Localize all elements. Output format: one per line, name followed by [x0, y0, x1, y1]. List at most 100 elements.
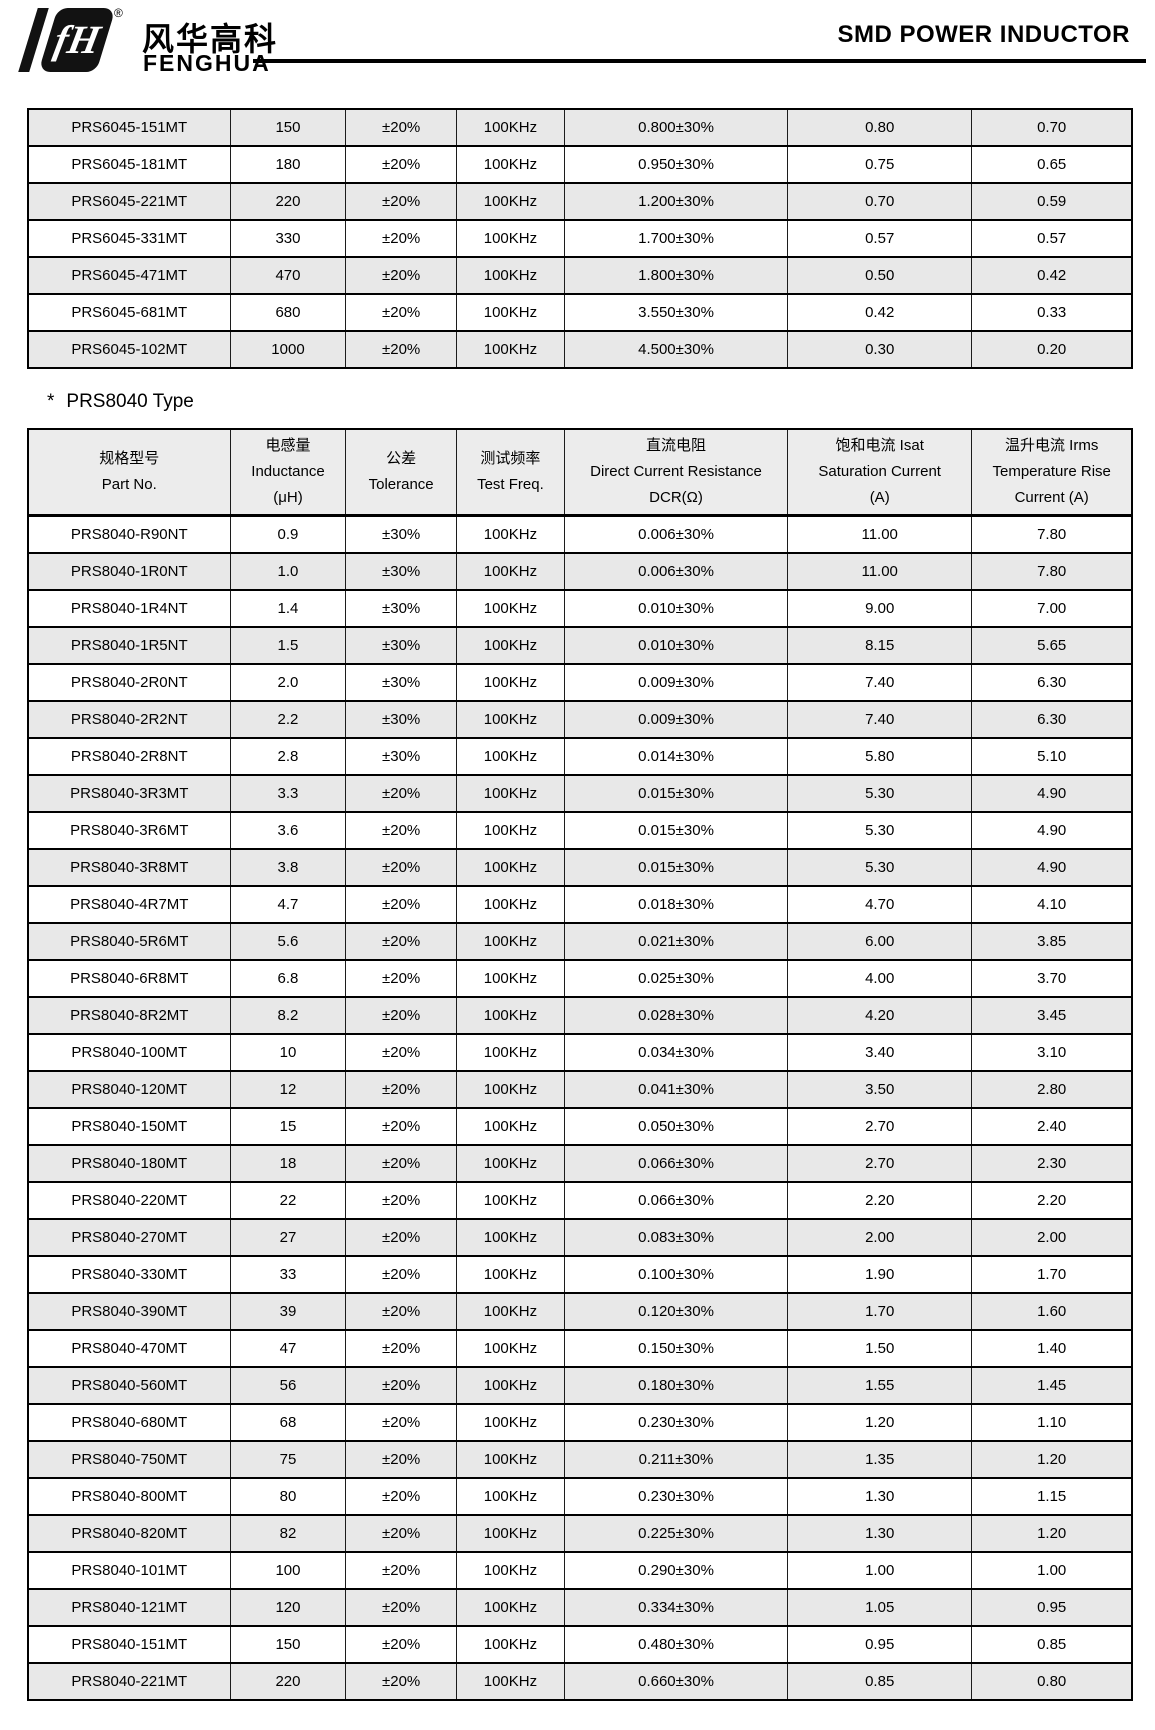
- table-cell: ±20%: [345, 1625, 457, 1664]
- table-cell: 2.30: [971, 1144, 1133, 1183]
- table-cell: ±30%: [345, 700, 457, 739]
- table-cell: 100KHz: [455, 1329, 566, 1368]
- table-cell: 3.550±30%: [564, 293, 789, 332]
- table-cell: 5.6: [229, 922, 347, 961]
- column-header-temperature-rise-current: 温升电流 Irms Temperature Rise Current (A): [971, 428, 1133, 517]
- table-cell: 1000: [229, 330, 347, 369]
- table-cell: 6.30: [971, 700, 1133, 739]
- table-cell: 1.40: [971, 1329, 1133, 1368]
- table-cell: PRS8040-560MT: [27, 1366, 231, 1405]
- table-cell: 100KHz: [455, 996, 566, 1035]
- table-cell: ±20%: [345, 1255, 457, 1294]
- column-header-test-freq: 测试频率 Test Freq.: [455, 428, 566, 517]
- table-row: PRS8040-150MT 15 ±20% 100KHz 0.050±30% 2.70 2.…: [27, 1107, 1133, 1146]
- table-row: PRS6045-102MT 1000 ±20% 100KHz 4.500±30% 0.30…: [27, 330, 1133, 369]
- table-cell: 0.85: [787, 1662, 973, 1701]
- table-cell: 100KHz: [455, 885, 566, 924]
- table-cell: 1.30: [787, 1477, 973, 1516]
- table-cell: ±20%: [345, 1403, 457, 1442]
- table-cell: 7.40: [787, 700, 973, 739]
- table-cell: 4.00: [787, 959, 973, 998]
- table-cell: ±30%: [345, 552, 457, 591]
- table-cell: 2.0: [229, 663, 347, 702]
- table-cell: 1.20: [971, 1440, 1133, 1479]
- table-cell: 0.009±30%: [564, 663, 789, 702]
- table-cell: 1.30: [787, 1514, 973, 1553]
- table-cell: ±20%: [345, 959, 457, 998]
- table-cell: 0.018±30%: [564, 885, 789, 924]
- fenghua-logo: fH ® 风华高科 FENGHUA: [18, 6, 276, 76]
- table-cell: 100KHz: [455, 663, 566, 702]
- table-cell: 0.014±30%: [564, 737, 789, 776]
- page-content: PRS6045-151MT 150 ±20% 100KHz 0.800±30% 0.80 0…: [0, 108, 1155, 1701]
- table-cell: 1.05: [787, 1588, 973, 1627]
- table-cell: 3.10: [971, 1033, 1133, 1072]
- section-asterisk: *: [47, 391, 55, 412]
- table-cell: PRS6045-471MT: [27, 256, 231, 295]
- table-row: PRS8040-820MT 82 ±20% 100KHz 0.225±30% 1.30 1.…: [27, 1514, 1133, 1553]
- table-cell: 0.230±30%: [564, 1403, 789, 1442]
- prs8040-table-body: PRS8040-R90NT 0.9 ±30% 100KHz 0.006±30% 11.00…: [27, 514, 1133, 1701]
- prs8040-table-header: 规格型号 Part No. 电感量 Inductance (μH) 公差 Tol…: [27, 428, 1133, 517]
- table-cell: 2.8: [229, 737, 347, 776]
- table-row: PRS8040-R90NT 0.9 ±30% 100KHz 0.006±30% 11.00…: [27, 514, 1133, 554]
- table-cell: 330: [229, 219, 347, 258]
- table-row: PRS8040-101MT 100 ±20% 100KHz 0.290±30% 1.00 1…: [27, 1551, 1133, 1590]
- table-row: PRS6045-151MT 150 ±20% 100KHz 0.800±30% 0.80 0…: [27, 108, 1133, 147]
- table-cell: PRS6045-681MT: [27, 293, 231, 332]
- table-cell: 150: [229, 1625, 347, 1664]
- table-cell: 1.0: [229, 552, 347, 591]
- table-cell: 82: [229, 1514, 347, 1553]
- table-cell: 0.180±30%: [564, 1366, 789, 1405]
- table-cell: 0.290±30%: [564, 1551, 789, 1590]
- table-cell: 75: [229, 1440, 347, 1479]
- table-cell: 3.6: [229, 811, 347, 850]
- table-cell: 22: [229, 1181, 347, 1220]
- table-cell: PRS8040-121MT: [27, 1588, 231, 1627]
- table-cell: 2.00: [787, 1218, 973, 1257]
- table-cell: 4.10: [971, 885, 1133, 924]
- table-cell: 120: [229, 1588, 347, 1627]
- table-cell: 3.85: [971, 922, 1133, 961]
- table-cell: 3.45: [971, 996, 1133, 1035]
- table-cell: 0.006±30%: [564, 514, 789, 554]
- table-cell: 0.041±30%: [564, 1070, 789, 1109]
- table-cell: 18: [229, 1144, 347, 1183]
- table-cell: 1.10: [971, 1403, 1133, 1442]
- table-cell: 5.80: [787, 737, 973, 776]
- table-cell: PRS8040-680MT: [27, 1403, 231, 1442]
- table-cell: 0.211±30%: [564, 1440, 789, 1479]
- table-cell: 2.70: [787, 1144, 973, 1183]
- table-row: PRS8040-680MT 68 ±20% 100KHz 0.230±30% 1.20 1.…: [27, 1403, 1133, 1442]
- table-cell: 6.00: [787, 922, 973, 961]
- table-cell: 2.20: [971, 1181, 1133, 1220]
- table-cell: 100KHz: [455, 1181, 566, 1220]
- table-cell: 6.30: [971, 663, 1133, 702]
- table-cell: 39: [229, 1292, 347, 1331]
- table-cell: 3.40: [787, 1033, 973, 1072]
- prs6045-table: PRS6045-151MT 150 ±20% 100KHz 0.800±30% 0.80 0…: [27, 108, 1133, 369]
- table-cell: 2.2: [229, 700, 347, 739]
- column-header-inductance: 电感量 Inductance (μH): [229, 428, 347, 517]
- table-cell: 7.80: [971, 514, 1133, 554]
- table-cell: 0.480±30%: [564, 1625, 789, 1664]
- table-cell: 680: [229, 293, 347, 332]
- table-cell: 1.20: [971, 1514, 1133, 1553]
- table-row: PRS8040-221MT 220 ±20% 100KHz 0.660±30% 0.85 0…: [27, 1662, 1133, 1701]
- table-cell: PRS8040-100MT: [27, 1033, 231, 1072]
- table-cell: 100KHz: [455, 1033, 566, 1072]
- table-cell: 4.70: [787, 885, 973, 924]
- table-cell: 100KHz: [455, 293, 566, 332]
- table-cell: 100KHz: [455, 1625, 566, 1664]
- header-divider: [253, 59, 1146, 63]
- table-row: PRS8040-2R0NT 2.0 ±30% 100KHz 0.009±30% 7.40 6…: [27, 663, 1133, 702]
- brand-name-english: FENGHUA: [143, 50, 271, 76]
- table-cell: 8.15: [787, 626, 973, 665]
- table-cell: 0.800±30%: [564, 108, 789, 147]
- table-cell: 0.80: [787, 108, 973, 147]
- table-cell: 0.20: [971, 330, 1133, 369]
- table-row: PRS6045-221MT 220 ±20% 100KHz 1.200±30% 0.70 0…: [27, 182, 1133, 221]
- table-cell: 3.50: [787, 1070, 973, 1109]
- table-cell: PRS8040-2R0NT: [27, 663, 231, 702]
- table-cell: 100KHz: [455, 1070, 566, 1109]
